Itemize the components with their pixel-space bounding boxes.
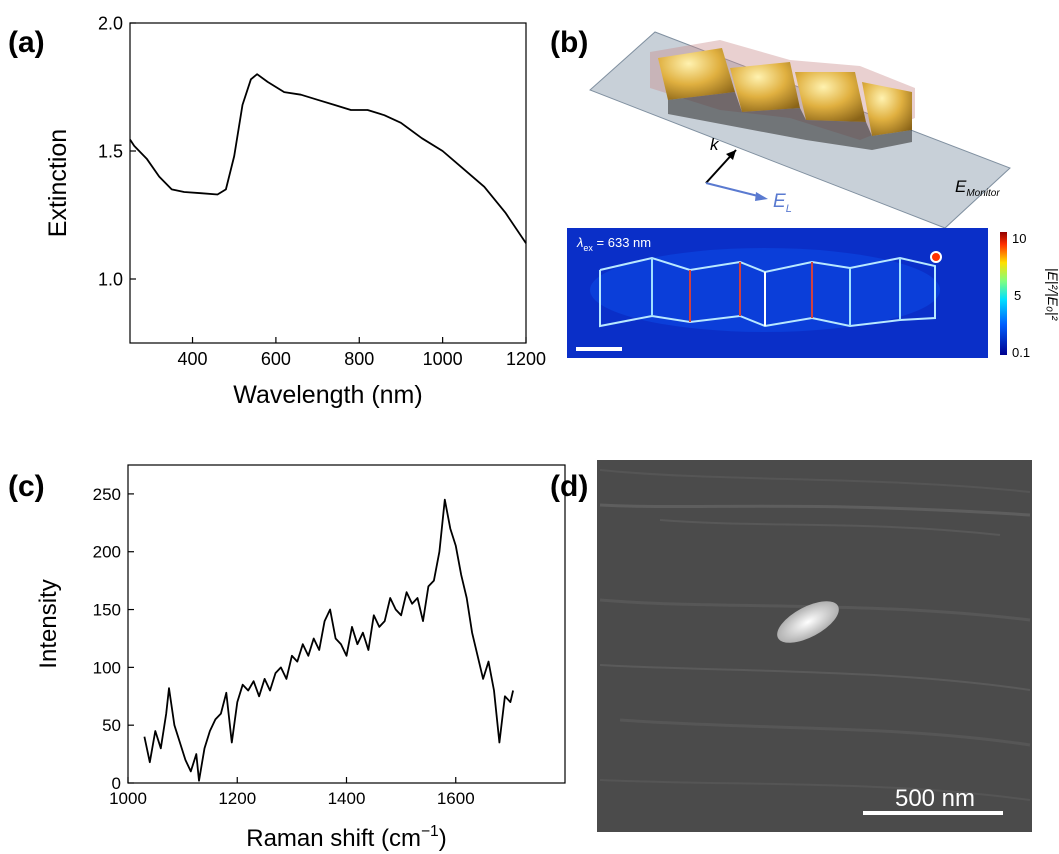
- y-tick-label: 2.0: [98, 13, 123, 33]
- panel-label: (c): [8, 470, 45, 503]
- sem-image: [597, 460, 1032, 832]
- x-axis-title-part: −1: [421, 823, 439, 840]
- polarization-label: EL: [773, 191, 792, 215]
- x-axis-title-part: Raman shift (cm: [246, 825, 421, 852]
- excitation-value: = 633 nm: [593, 235, 651, 250]
- y-tick-label: 1.0: [98, 269, 123, 289]
- plot-frame: [130, 23, 526, 343]
- x-axis-title: Raman shift (cm−1): [246, 823, 446, 852]
- excitation-symbol: λ: [576, 235, 583, 250]
- y-axis-title: Intensity: [35, 579, 62, 668]
- monitor-symbol: E: [955, 177, 967, 196]
- x-tick-label: 1000: [423, 349, 463, 369]
- y-tick-label: 100: [93, 658, 121, 677]
- colorbar-tick-label: 0.1: [1012, 345, 1030, 360]
- x-tick-label: 1200: [218, 789, 256, 808]
- y-tick-label: 50: [102, 716, 121, 735]
- y-tick-label: 1.5: [98, 141, 123, 161]
- polarization-symbol: E: [773, 191, 786, 212]
- x-tick-label: 1400: [328, 789, 366, 808]
- x-tick-label: 800: [344, 349, 374, 369]
- x-tick-label: 1600: [437, 789, 475, 808]
- x-tick-label: 1200: [506, 349, 546, 369]
- monitor-subscript: Monitor: [966, 188, 1000, 199]
- figure: (a) (b) (c) (d) k EL EMonitor λex = 633 …: [0, 0, 1059, 854]
- colorbar-tick-label: 5: [1014, 288, 1021, 303]
- y-tick-label: 150: [93, 600, 121, 619]
- y-tick-label: 250: [93, 485, 121, 504]
- data-line: [130, 74, 526, 243]
- panel-label: (d): [550, 470, 588, 503]
- nanostructure-illustration: [590, 32, 1010, 228]
- x-axis-title: Wavelength (nm): [233, 381, 422, 409]
- excitation-subscript: ex: [583, 243, 593, 253]
- data-line: [144, 500, 513, 781]
- colorbar-tick-label: 10: [1012, 231, 1026, 246]
- panel-label: (a): [8, 26, 45, 59]
- polarization-subscript: L: [786, 203, 792, 215]
- scale-bar-label: 500 nm: [895, 785, 975, 812]
- y-axis-title: Extinction: [44, 129, 72, 237]
- y-tick-label: 200: [93, 543, 121, 562]
- x-tick-label: 600: [261, 349, 291, 369]
- x-tick-label: 400: [178, 349, 208, 369]
- x-axis-title-part: ): [439, 825, 447, 852]
- panel-label: (b): [550, 26, 588, 59]
- colorbar-label: |E|²/|E₀|²: [1045, 268, 1059, 322]
- x-tick-label: 1000: [109, 789, 147, 808]
